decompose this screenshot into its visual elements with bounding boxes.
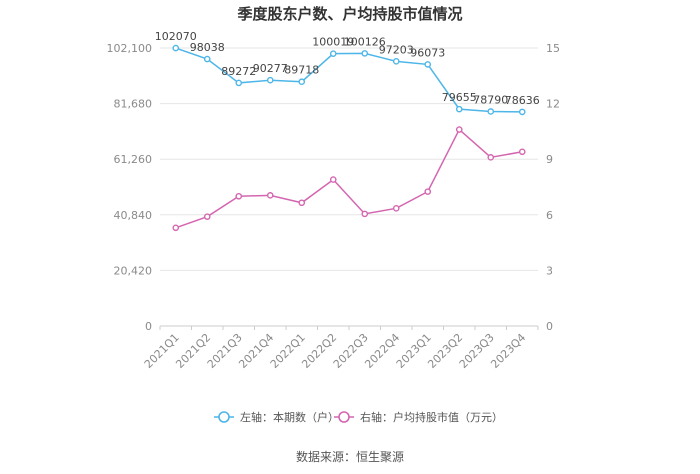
data-label: 102070 (155, 30, 197, 43)
left-axis-tick-label: 102,100 (107, 42, 153, 55)
data-label: 78790 (473, 93, 508, 106)
right-axis-tick-label: 15 (546, 42, 560, 55)
data-label: 79655 (442, 91, 477, 104)
right-axis-tick-label: 9 (546, 153, 553, 166)
series-2-point (518, 148, 526, 156)
chart-title: 季度股东户数、户均持股市值情况 (237, 5, 462, 23)
legend-marker (218, 411, 230, 423)
series-line-2 (175, 128, 523, 229)
series-layer (172, 44, 526, 232)
series-1-point (172, 44, 180, 52)
left-axis-tick-label: 20,420 (114, 264, 153, 277)
gridlines (160, 47, 538, 327)
series-1-point (298, 78, 306, 86)
legend-label: 左轴：本期数（户） (240, 410, 339, 424)
right-axis-tick-label: 3 (546, 264, 553, 277)
data-label: 90277 (253, 62, 288, 75)
series-2-point (203, 213, 211, 220)
series-1-point (235, 79, 243, 87)
data-label: 89272 (221, 65, 256, 78)
data-label: 100019 (312, 36, 354, 49)
data-label: 97203 (379, 43, 414, 56)
series-2-point (455, 126, 463, 133)
series-2-point (392, 205, 400, 212)
legend-label: 右轴：户均持股市值（万元） (360, 410, 503, 424)
source-note: 数据来源：恒生聚源 (296, 449, 404, 464)
series-1-point (266, 76, 274, 84)
series-2-point (487, 154, 495, 161)
right-axis-tick-label: 6 (546, 209, 553, 222)
series-2-point (329, 176, 337, 183)
axes: 0 0 20,420 3 40,840 6 61,260 9 81,680 12 102,100 15… (107, 42, 561, 371)
left-axis-tick-label: 0 (145, 320, 152, 333)
right-axis-tick-label: 0 (546, 320, 553, 333)
series-2-point (235, 192, 243, 200)
series-1-point (424, 61, 432, 68)
left-axis-tick-label: 81,680 (114, 98, 153, 111)
series-2-point (361, 210, 369, 218)
left-axis-tick-label: 61,260 (114, 153, 153, 166)
series-2-point (172, 224, 180, 232)
series-2-point (424, 188, 432, 195)
data-label: 96073 (410, 46, 445, 59)
series-1-point (487, 108, 495, 115)
legend-item-2[interactable]: 右轴：户均持股市值（万元） (334, 410, 503, 424)
series-2-point (266, 192, 274, 199)
right-axis-tick-label: 12 (546, 98, 560, 111)
data-label: 100126 (344, 35, 386, 48)
series-2-point (298, 199, 306, 207)
series-1-point (361, 50, 369, 57)
left-axis-tick-label: 40,840 (114, 209, 153, 222)
series-1-point (518, 108, 526, 116)
legend[interactable]: 左轴：本期数（户） 右轴：户均持股市值（万元） (214, 410, 503, 424)
data-label: 98038 (190, 41, 225, 54)
data-label: 89718 (284, 64, 319, 77)
legend-marker (338, 411, 350, 423)
series-1-point (329, 50, 337, 57)
series-line-1 (175, 47, 523, 113)
legend-item-1[interactable]: 左轴：本期数（户） (214, 410, 339, 424)
x-tick-label: 2023Q4 (488, 331, 528, 371)
series-1-point (455, 105, 463, 113)
series-1-point (203, 55, 211, 63)
series-1-point (392, 58, 400, 65)
data-label: 78636 (505, 94, 540, 107)
